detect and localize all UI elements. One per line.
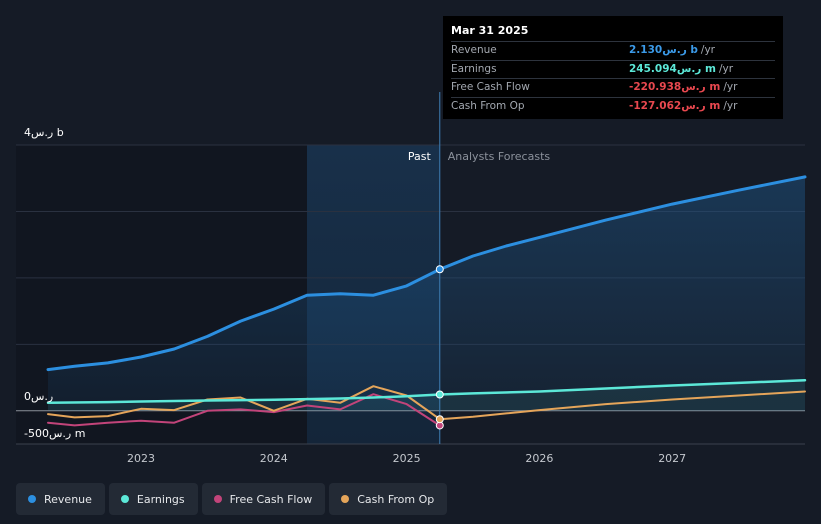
- y-tick-label: 0ر.س: [24, 390, 53, 403]
- revenue-line: [46, 175, 807, 372]
- tooltip-value: 2.130ر.س b: [629, 44, 698, 56]
- legend-label: Earnings: [136, 492, 185, 506]
- tooltip-date: Mar 31 2025: [451, 24, 529, 37]
- x-tick-label: 2027: [658, 452, 686, 465]
- cash-from-op-dot-icon: [341, 495, 350, 503]
- tooltip-label: Revenue: [451, 44, 497, 56]
- x-tick-label: 2026: [525, 452, 553, 465]
- revenue-area: [48, 176, 805, 411]
- revenue-dot-icon: [28, 495, 36, 503]
- revenue-point: [435, 265, 444, 274]
- earnings-dot-icon: [120, 495, 129, 503]
- cash-from-op-line: [47, 385, 806, 421]
- cash-from-op-point: [435, 415, 444, 424]
- y-tick-label: 4ر.س b: [24, 126, 64, 139]
- x-tick-label: 2025: [393, 452, 421, 465]
- tooltip-label: Free Cash Flow: [451, 81, 530, 93]
- past-label: Past: [408, 150, 432, 163]
- tooltip-suffix: /yr: [723, 99, 738, 112]
- legend-item-earnings[interactable]: Earnings: [108, 483, 198, 515]
- legend-item-revenue[interactable]: Revenue: [16, 483, 105, 515]
- legend-item-cash-from-op[interactable]: Cash From Op: [329, 483, 448, 515]
- x-tick-label: 2023: [127, 452, 155, 465]
- tooltip-row-free-cash-flow: Free Cash Flow -220.938ر.س m /yr: [451, 78, 775, 97]
- tooltip-value: 245.094ر.س m: [629, 62, 716, 75]
- legend: Revenue Earnings Free Cash Flow Cash Fro…: [16, 483, 451, 515]
- earnings-point: [435, 390, 444, 399]
- tooltip-label: Earnings: [451, 62, 497, 75]
- free-cash-flow-line: [47, 393, 441, 427]
- legend-label: Free Cash Flow: [229, 492, 313, 506]
- tooltip-value: -220.938ر.س m: [629, 81, 721, 93]
- x-tick-label: 2024: [260, 452, 288, 465]
- tooltip-label: Cash From Op: [451, 99, 525, 112]
- tooltip-suffix: /yr: [700, 44, 715, 56]
- tooltip: Mar 31 2025 Revenue 2.130ر.س b /yr Earni…: [443, 16, 783, 119]
- chart: Past Analysts Forecasts 4ر.س b 0ر.س -500ر.س …: [16, 92, 807, 465]
- tooltip-row-revenue: Revenue 2.130ر.س b /yr: [451, 41, 775, 60]
- tooltip-suffix: /yr: [723, 81, 738, 93]
- legend-label: Cash From Op: [357, 492, 435, 506]
- tooltip-row-cash-from-op: Cash From Op -127.062ر.س m /yr: [451, 96, 775, 116]
- earnings-line: [46, 378, 807, 405]
- free-cash-flow-dot-icon: [213, 495, 222, 503]
- legend-label: Revenue: [44, 492, 92, 506]
- tooltip-value: -127.062ر.س m: [629, 99, 721, 112]
- y-tick-label: -500ر.س m: [24, 427, 85, 440]
- legend-item-free-cash-flow[interactable]: Free Cash Flow: [201, 483, 326, 515]
- tooltip-row-earnings: Earnings 245.094ر.س m /yr: [451, 59, 775, 79]
- tooltip-suffix: /yr: [718, 62, 734, 75]
- forecast-label: Analysts Forecasts: [448, 150, 551, 163]
